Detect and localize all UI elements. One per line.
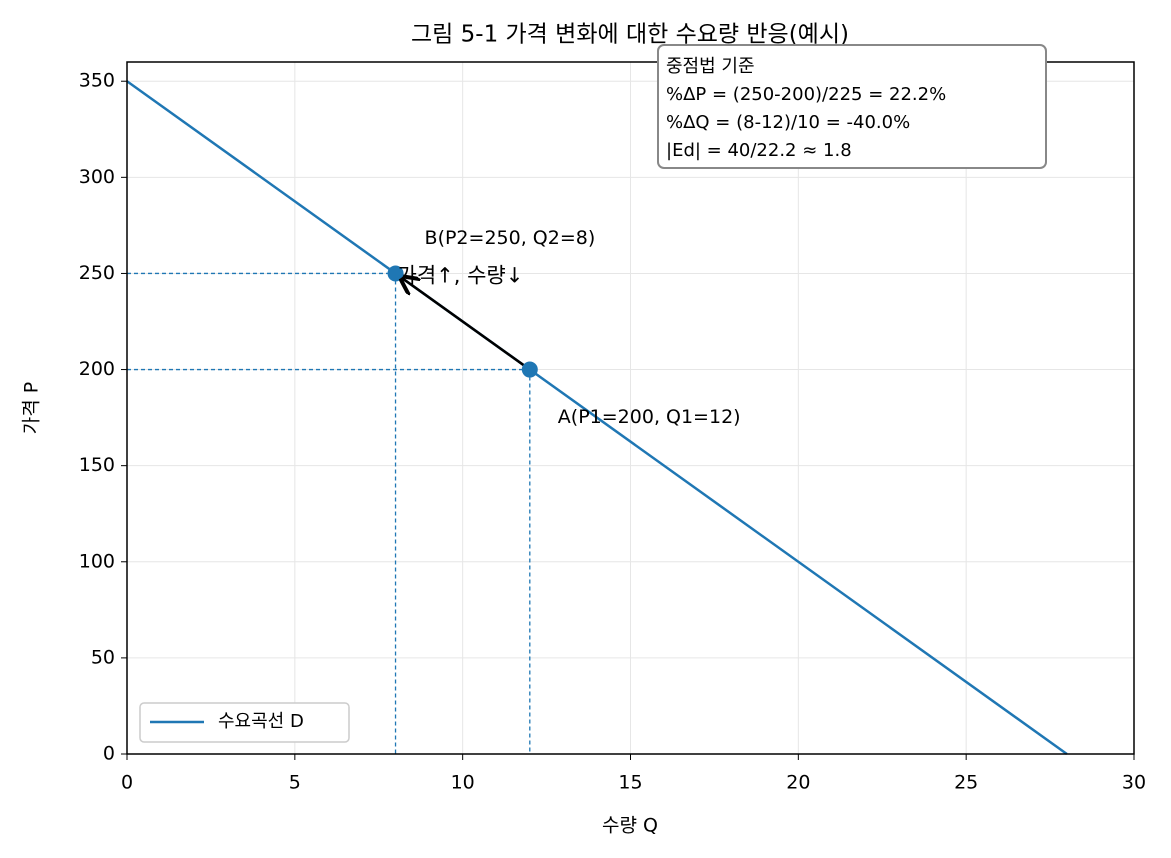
y-tick-label: 100: [79, 550, 115, 572]
point: [387, 265, 404, 282]
arrow-label: 가격↑, 수량↓: [398, 263, 524, 287]
y-tick-label: 0: [103, 743, 115, 765]
x-tick-label: 30: [1122, 772, 1146, 794]
note-box: [657, 44, 1047, 169]
x-tick-label: 0: [121, 772, 133, 794]
demand-line: [126, 80, 1068, 756]
x-tick-label: 25: [954, 772, 978, 794]
note-line: 중점법 기준: [666, 56, 755, 77]
point-label: A(P1=200, Q1=12): [558, 406, 741, 428]
legend-label: 수요곡선 D: [218, 711, 304, 732]
x-axis-label: 수량 Q: [602, 815, 658, 837]
y-tick-label: 50: [91, 646, 115, 668]
legend-box: [139, 702, 350, 743]
x-tick-label: 10: [451, 772, 475, 794]
point-label: B(P2=250, Q2=8): [425, 227, 596, 249]
chart-title: 그림 5-1 가격 변화에 대한 수요량 반응(예시): [411, 22, 849, 48]
y-tick-label: 250: [79, 262, 115, 284]
y-tick-label: 300: [79, 166, 115, 188]
note-line: |Ed| = 40/22.2 ≈ 1.8: [666, 140, 852, 161]
x-tick-label: 5: [289, 772, 301, 794]
y-axis-label: 가격 P: [21, 382, 43, 434]
y-tick-label: 200: [79, 358, 115, 380]
change-arrow: [400, 277, 526, 368]
note-line: %ΔQ = (8-12)/10 = -40.0%: [666, 112, 910, 133]
y-tick-label: 150: [79, 454, 115, 476]
x-tick-label: 15: [618, 772, 642, 794]
x-tick-label: 20: [786, 772, 810, 794]
plot-frame: [126, 61, 1135, 755]
point: [521, 361, 538, 378]
note-line: %ΔP = (250-200)/225 = 22.2%: [666, 84, 946, 105]
y-tick-label: 350: [79, 70, 115, 92]
